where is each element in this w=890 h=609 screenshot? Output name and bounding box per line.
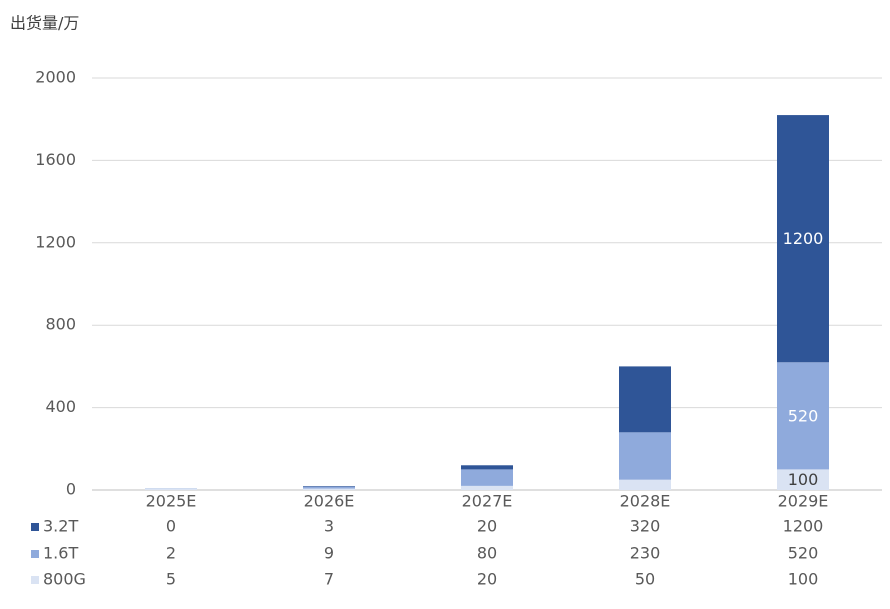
data-label: 100 [788,470,819,489]
y-tick-label: 800 [45,315,76,334]
table-cell: 320 [630,517,661,536]
bar-segment [303,487,355,489]
y-tick-label: 1600 [35,150,76,169]
bar-segment [619,366,671,432]
table-cell: 3 [324,517,334,536]
table-cell: 5 [166,570,176,589]
table-cell: 80 [477,544,497,563]
table-cell: 2 [166,544,176,563]
table-cell: 100 [788,570,819,589]
x-tick-label: 2028E [620,492,671,511]
bar-segment [619,432,671,479]
legend-key [31,550,39,558]
legend-label: 1.6T [43,544,78,563]
bar-segment [145,489,197,490]
legend-label: 3.2T [43,517,78,536]
y-tick-label: 400 [45,397,76,416]
table-cell: 0 [166,517,176,536]
y-axis-label: 出货量/万 [10,14,79,33]
bar-segment [303,486,355,487]
y-tick-label: 0 [66,480,76,499]
bar-segment [303,489,355,490]
bar-segment [461,486,513,490]
x-tick-label: 2027E [462,492,513,511]
data-label: 520 [788,406,819,425]
table-cell: 50 [635,570,655,589]
x-tick-label: 2029E [778,492,829,511]
bar-segment [461,469,513,485]
table-cell: 1200 [783,517,824,536]
table-cell: 20 [477,570,497,589]
bar-segment [619,480,671,490]
table-cell: 520 [788,544,819,563]
x-tick-label: 2026E [304,492,355,511]
table-cell: 9 [324,544,334,563]
data-label: 1200 [783,229,824,248]
bar-segment [461,465,513,469]
x-tick-label: 2025E [146,492,197,511]
legend-key [31,523,39,531]
table-cell: 7 [324,570,334,589]
table-cell: 230 [630,544,661,563]
y-tick-label: 1200 [35,232,76,251]
legend-label: 800G [43,570,86,589]
legend-key [31,576,39,584]
y-tick-label: 2000 [35,68,76,87]
table-cell: 20 [477,517,497,536]
